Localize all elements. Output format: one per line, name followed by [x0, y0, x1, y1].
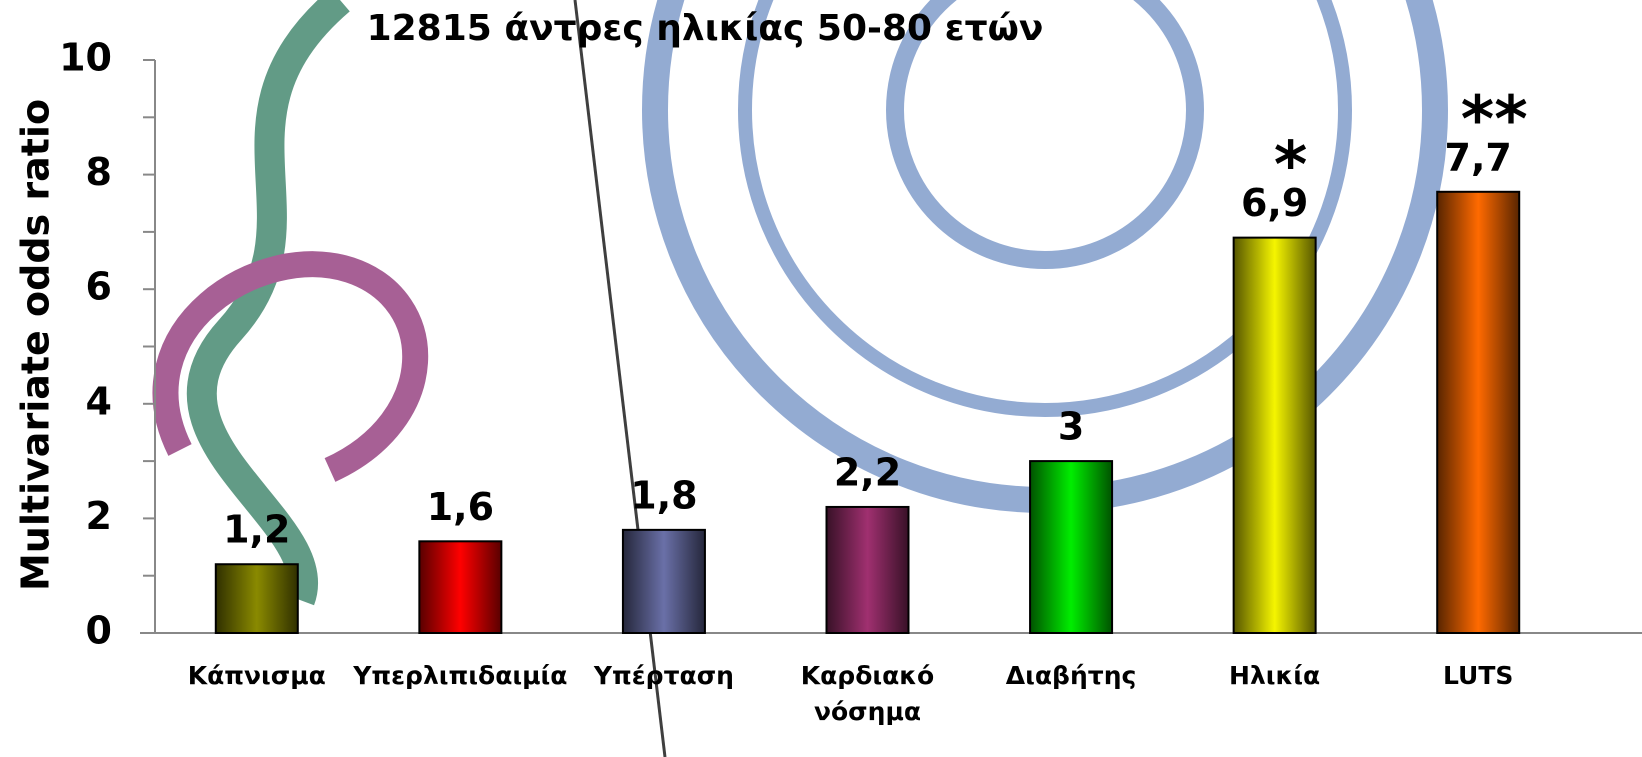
value-label: 1,8 [630, 473, 697, 517]
y-tick-label: 4 [86, 379, 112, 423]
x-tick-label-box: LUTS [1408, 658, 1548, 694]
value-label: 1,6 [427, 485, 494, 529]
x-tick-label-box: Κάπνισμα [187, 658, 327, 694]
x-tick-label: Κάπνισμα [188, 658, 326, 694]
chart-title: 12815 άντρες ηλικίας 50-80 ετών [367, 8, 1044, 49]
y-tick-label: 2 [86, 494, 112, 538]
bar [1437, 192, 1519, 633]
bar [1234, 238, 1316, 633]
x-tick-label: LUTS [1443, 658, 1513, 694]
bar [1030, 461, 1112, 633]
value-label: 3 [1058, 405, 1084, 449]
page: 12815 άντρες ηλικίας 50-80 ετών Multivar… [0, 0, 1642, 757]
x-tick-label-box: Υπέρταση [594, 658, 734, 694]
x-tick-label: Ηλικία [1229, 658, 1320, 694]
x-tick-label: Καρδιακό νόσημα [798, 658, 938, 730]
x-tick-label: Υπέρταση [594, 658, 734, 694]
value-annotation: ** [1461, 83, 1528, 157]
bar [623, 530, 705, 633]
value-label: 1,2 [223, 508, 290, 552]
y-axis-label: Multivariate odds ratio [14, 99, 58, 591]
value-label: 2,2 [834, 450, 901, 494]
value-annotation: * [1274, 129, 1307, 203]
x-tick-label: Υπερλιπιδαιμία [353, 658, 567, 694]
x-tick-label-box: Ηλικία [1205, 658, 1345, 694]
bar [216, 564, 298, 633]
y-tick-label: 8 [86, 150, 112, 194]
x-tick-label-box: Υπερλιπιδαιμία [390, 658, 530, 694]
x-tick-label-box: Διαβήτης [1001, 658, 1141, 694]
bar [419, 541, 501, 633]
y-tick-label: 0 [86, 609, 112, 653]
bar [827, 507, 909, 633]
y-tick-label: 6 [86, 265, 112, 309]
x-tick-label: Διαβήτης [1006, 658, 1137, 694]
chart: 12815 άντρες ηλικίας 50-80 ετών Multivar… [0, 0, 1642, 757]
x-tick-label-box: Καρδιακό νόσημα [798, 658, 938, 730]
y-tick-label: 10 [59, 36, 112, 80]
